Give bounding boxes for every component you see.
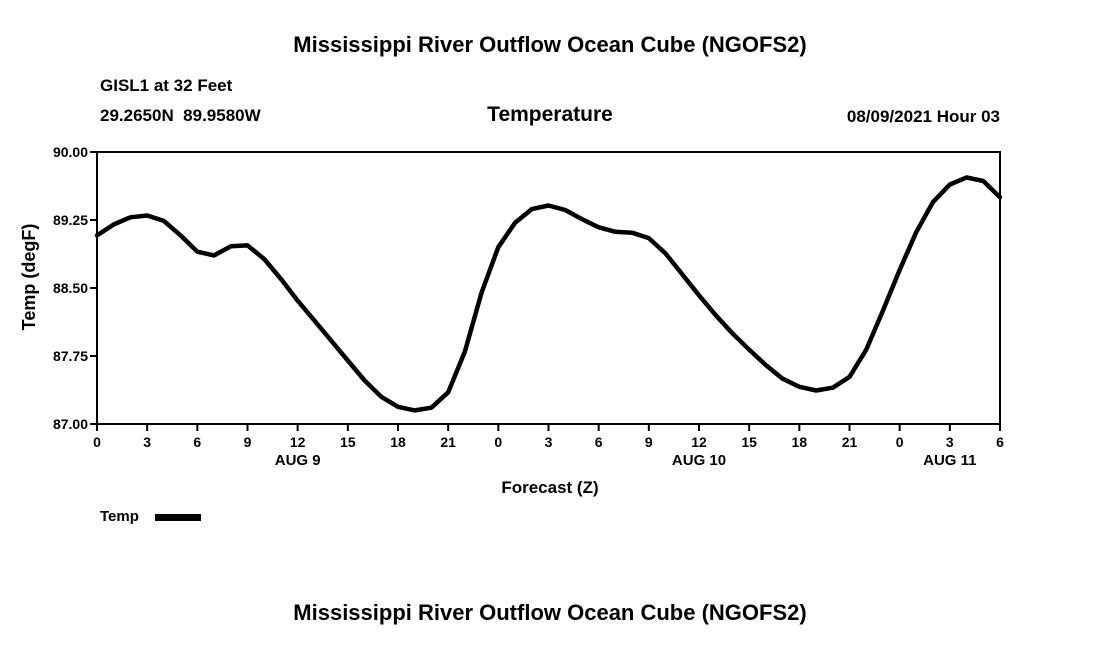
plot-border [96, 151, 1001, 425]
datetime-label: 08/09/2021 Hour 03 [846, 107, 1000, 126]
x-tick-label: 0 [93, 434, 101, 450]
x-tick-label: 15 [340, 434, 356, 450]
y-tick-label: 87.75 [52, 348, 88, 364]
x-tick-label: 9 [644, 434, 653, 450]
x-tick-label: 18 [390, 434, 406, 450]
y-tick-label: 90.00 [52, 144, 88, 160]
top-title: Mississippi River Outflow Ocean Cube (NG… [293, 32, 807, 57]
legend: Temp [100, 508, 201, 525]
x-tick-label: 6 [193, 434, 202, 450]
temp-series-line [94, 175, 1003, 413]
coordinates-label: 29.2650N 89.9580W [100, 106, 261, 125]
x-tick-label: 3 [544, 434, 553, 450]
chart-title: Temperature [487, 103, 613, 126]
x-tick-label: 12 [691, 434, 707, 450]
station-label: GISL1 at 32 Feet [100, 76, 233, 95]
x-date-label: AUG 9 [274, 452, 321, 469]
y-tick-label: 87.00 [52, 416, 88, 432]
legend-line-swatch [154, 513, 201, 521]
x-tick-label: 0 [494, 434, 503, 450]
x-tick-label: 15 [741, 434, 757, 450]
x-date-label: AUG 10 [671, 452, 727, 469]
y-tick-label: 89.25 [52, 212, 88, 228]
x-tick-label: 3 [945, 434, 954, 450]
x-tick-label: 6 [996, 434, 1004, 450]
x-tick-label: 12 [289, 434, 306, 450]
bottom-title: Mississippi River Outflow Ocean Cube (NG… [293, 600, 807, 625]
x-tick-label: 6 [594, 434, 603, 450]
x-tick-label: 21 [440, 434, 456, 450]
legend-label: Temp [100, 508, 139, 525]
x-tick-label: 9 [243, 434, 252, 450]
y-tick-label: 88.50 [52, 280, 88, 296]
x-axis-label: Forecast (Z) [501, 478, 599, 497]
x-tick-label: 0 [895, 434, 904, 450]
x-tick-label: 18 [791, 434, 808, 450]
x-tick-label: 3 [143, 434, 152, 450]
x-date-label: AUG 11 [923, 452, 977, 469]
x-tick-label: 21 [841, 434, 858, 450]
